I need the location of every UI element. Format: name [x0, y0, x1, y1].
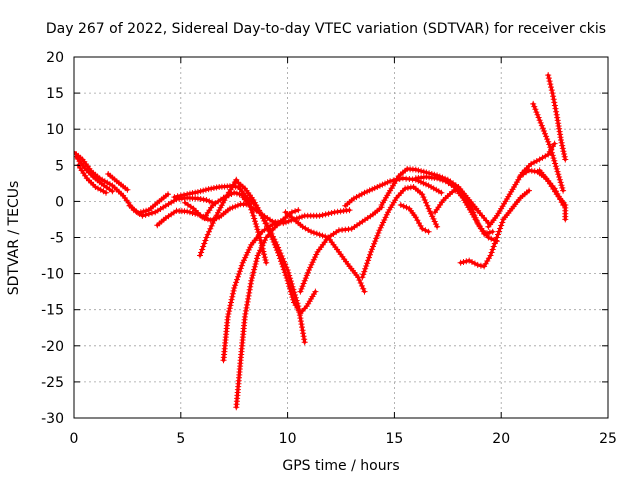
series-markers — [74, 153, 116, 195]
series-track-18 — [359, 184, 441, 281]
x-tick-label: 5 — [176, 431, 185, 447]
chart-title: Day 267 of 2022, Sidereal Day-to-day VTE… — [46, 21, 606, 37]
y-tick-label: 5 — [55, 158, 64, 174]
x-tick-label: 15 — [385, 431, 403, 447]
series-track-27 — [545, 72, 569, 163]
y-tick-label: -15 — [41, 303, 64, 319]
series-track-2 — [74, 153, 116, 195]
series-markers — [239, 194, 353, 227]
series-track-28 — [536, 167, 569, 223]
series-markers — [397, 202, 432, 235]
series-track-7 — [171, 183, 270, 266]
y-tick-label: 20 — [46, 50, 64, 66]
series-track-24 — [485, 140, 558, 230]
series-track-5 — [126, 191, 171, 216]
series-markers — [545, 72, 569, 163]
series-markers — [432, 186, 496, 237]
series-track-23 — [457, 187, 532, 270]
series-line — [537, 168, 567, 221]
y-tick-label: -30 — [41, 411, 64, 427]
y-tick-label: -5 — [50, 231, 64, 247]
series-markers — [105, 171, 131, 193]
series-track-14 — [239, 194, 353, 227]
data-series — [74, 72, 569, 411]
series-track-26 — [530, 100, 567, 194]
series-markers — [536, 167, 569, 223]
axis-ticks: 0 5 10 15 20 25 -30 -25 -20 -15 -10 -5 0 5 10 15 20 — [41, 50, 617, 447]
series-line — [399, 203, 431, 234]
x-tick-label: 0 — [70, 431, 79, 447]
y-tick-label: 0 — [55, 194, 64, 210]
y-tick-label: -10 — [41, 267, 64, 283]
series-track-1 — [74, 149, 218, 219]
series-markers — [530, 100, 567, 194]
series-track-20 — [397, 202, 432, 235]
y-tick-label: 10 — [46, 122, 64, 138]
series-track-22 — [432, 186, 496, 237]
grid — [73, 56, 609, 419]
series-markers — [74, 149, 218, 219]
series-markers — [359, 184, 441, 281]
x-tick-label: 25 — [599, 431, 617, 447]
series-track-3 — [75, 162, 109, 196]
series-track-16 — [297, 204, 385, 295]
series-track-4 — [105, 171, 131, 193]
y-axis-title: SDTVAR / TECUs — [6, 181, 22, 296]
series-line — [106, 172, 130, 192]
series-markers — [457, 187, 532, 270]
series-track-15 — [282, 209, 368, 295]
series-line — [283, 210, 367, 294]
y-tick-label: -25 — [41, 375, 64, 391]
series-track-17 — [342, 175, 445, 209]
x-tick-label: 20 — [492, 431, 510, 447]
series-markers — [126, 191, 171, 216]
x-tick-label: 10 — [279, 431, 297, 447]
series-track-10 — [220, 217, 287, 364]
y-tick-label: 15 — [46, 86, 64, 102]
series-markers — [233, 207, 302, 411]
y-tick-label: -20 — [41, 339, 64, 355]
x-axis-title: GPS time / hours — [282, 458, 399, 474]
series-markers — [297, 204, 385, 295]
series-track-11 — [233, 207, 302, 411]
